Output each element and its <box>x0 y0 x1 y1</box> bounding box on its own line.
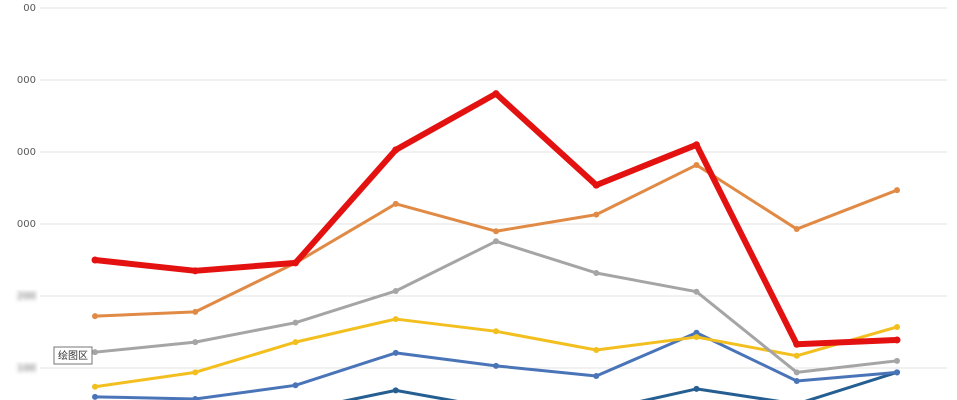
data-point <box>92 383 98 390</box>
data-point <box>292 319 299 326</box>
data-point <box>493 228 499 235</box>
tooltip: 绘图区 <box>53 346 93 365</box>
data-point <box>292 339 299 346</box>
data-point <box>91 256 99 264</box>
data-point <box>693 141 700 149</box>
data-point <box>392 200 399 207</box>
y-tick-label: 00 <box>23 3 36 14</box>
data-point <box>493 328 499 335</box>
tooltip-text: 绘图区 <box>58 349 88 362</box>
data-point <box>593 347 600 354</box>
data-point <box>693 161 700 168</box>
data-point <box>593 211 600 218</box>
data-point <box>593 372 600 379</box>
data-point <box>192 339 199 346</box>
data-point <box>693 288 700 295</box>
data-point <box>793 352 800 359</box>
y-tick-label: 000 <box>17 219 36 230</box>
data-point <box>292 259 299 267</box>
data-point <box>392 146 400 154</box>
data-point <box>894 323 900 330</box>
data-point <box>793 377 800 384</box>
data-point <box>92 313 98 320</box>
data-point <box>492 90 500 98</box>
data-point <box>493 362 499 369</box>
data-point <box>894 357 900 364</box>
plot-area <box>91 90 901 400</box>
y-tick-label: 200 <box>17 291 36 302</box>
data-point <box>793 369 800 376</box>
tooltip-box <box>53 346 93 365</box>
data-point <box>192 395 199 400</box>
data-point <box>593 269 600 276</box>
data-point <box>392 387 399 394</box>
data-point <box>693 385 700 392</box>
data-point <box>392 287 399 294</box>
y-tick-label: 100 <box>17 363 36 374</box>
series-line <box>342 370 898 400</box>
data-point <box>894 369 900 376</box>
data-point <box>191 267 199 275</box>
data-point <box>693 334 700 341</box>
data-point <box>292 382 299 389</box>
data-point <box>693 329 700 336</box>
data-point <box>192 369 199 376</box>
series-line <box>94 90 898 348</box>
data-point <box>793 226 800 233</box>
y-tick-label: 000 <box>17 75 36 86</box>
data-point <box>493 238 499 245</box>
y-tick-label: 000 <box>17 147 36 158</box>
data-point <box>392 349 399 356</box>
data-point <box>392 316 399 323</box>
data-point <box>92 393 98 400</box>
data-point <box>592 181 600 189</box>
data-point <box>894 187 900 194</box>
data-point <box>793 340 801 348</box>
data-point <box>893 336 901 344</box>
data-point <box>192 308 199 315</box>
data-point <box>92 349 98 356</box>
